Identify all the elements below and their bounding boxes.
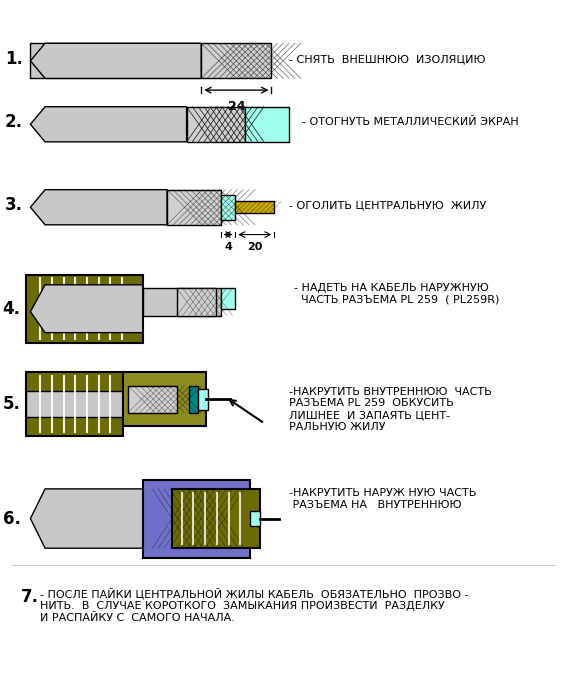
Text: -НАКРУТИТЬ ВНУТРЕННЮЮ  ЧАСТЬ
РАЗЪЕМА PL 259  ОБКУСИТЬ
ЛИШНЕЕ  И ЗАПАЯТЬ ЦЕНТ-
РА: -НАКРУТИТЬ ВНУТРЕННЮЮ ЧАСТЬ РАЗЪЕМА PL 2…: [289, 387, 492, 431]
Bar: [172, 489, 260, 548]
Bar: [25, 372, 123, 435]
Bar: [188, 385, 198, 412]
Bar: [153, 489, 211, 548]
Bar: [245, 107, 289, 142]
Bar: [31, 43, 201, 78]
Text: - ОТОГНУТЬ МЕТАЛЛИЧЕСКИЙ ЭКРАН: - ОТОГНУТЬ МЕТАЛЛИЧЕСКИЙ ЭКРАН: [302, 118, 518, 127]
Bar: [128, 385, 177, 412]
Bar: [143, 479, 250, 558]
Text: - ПОСЛЕ ПАЙКИ ЦЕНТРАЛЬНОЙ ЖИЛЫ КАБЕЛЬ  ОБЯЗАТЕЛЬНО  ПРОЗВО -
НИТЬ.  В  СЛУЧАЕ КО: - ПОСЛЕ ПАЙКИ ЦЕНТРАЛЬНОЙ ЖИЛЫ КАБЕЛЬ ОБ…: [40, 588, 469, 623]
Text: - СНЯТЬ  ВНЕШНЮЮ  ИЗОЛЯЦИЮ: - СНЯТЬ ВНЕШНЮЮ ИЗОЛЯЦИЮ: [289, 54, 486, 64]
Text: 1.: 1.: [5, 50, 23, 68]
Bar: [25, 391, 181, 416]
Text: 4: 4: [224, 243, 232, 252]
Bar: [198, 389, 208, 410]
Text: 24: 24: [228, 100, 245, 113]
Bar: [250, 511, 260, 527]
Bar: [221, 195, 235, 220]
Bar: [167, 190, 221, 225]
Text: - НАДЕТЬ НА КАБЕЛЬ НАРУЖНУЮ
  ЧАСТЬ РАЗЪЕМА PL 259  ( PL259R): - НАДЕТЬ НА КАБЕЛЬ НАРУЖНУЮ ЧАСТЬ РАЗЪЕМ…: [294, 283, 499, 305]
Bar: [25, 274, 143, 343]
Text: 3.: 3.: [5, 196, 23, 214]
Polygon shape: [31, 107, 187, 142]
Polygon shape: [31, 489, 177, 548]
Text: 2.: 2.: [5, 114, 23, 131]
Bar: [221, 288, 235, 309]
Bar: [235, 201, 275, 213]
Bar: [177, 288, 216, 316]
Polygon shape: [31, 285, 143, 333]
Text: 7.: 7.: [21, 588, 39, 606]
Text: 6.: 6.: [3, 510, 21, 527]
Bar: [143, 288, 221, 316]
Polygon shape: [31, 190, 167, 225]
Text: 4.: 4.: [3, 299, 21, 318]
Bar: [187, 107, 245, 142]
Text: 20: 20: [247, 243, 262, 252]
Text: 5.: 5.: [3, 395, 21, 413]
Polygon shape: [31, 43, 201, 78]
Text: -НАКРУТИТЬ НАРУЖ НУЮ ЧАСТЬ
 РАЗЪЕМА НА   ВНУТРЕННЮЮ: -НАКРУТИТЬ НАРУЖ НУЮ ЧАСТЬ РАЗЪЕМА НА ВН…: [289, 488, 476, 510]
Text: - ОГОЛИТЬ ЦЕНТРАЛЬНУЮ  ЖИЛУ: - ОГОЛИТЬ ЦЕНТРАЛЬНУЮ ЖИЛУ: [289, 200, 486, 210]
Bar: [201, 43, 272, 78]
Bar: [123, 372, 206, 426]
